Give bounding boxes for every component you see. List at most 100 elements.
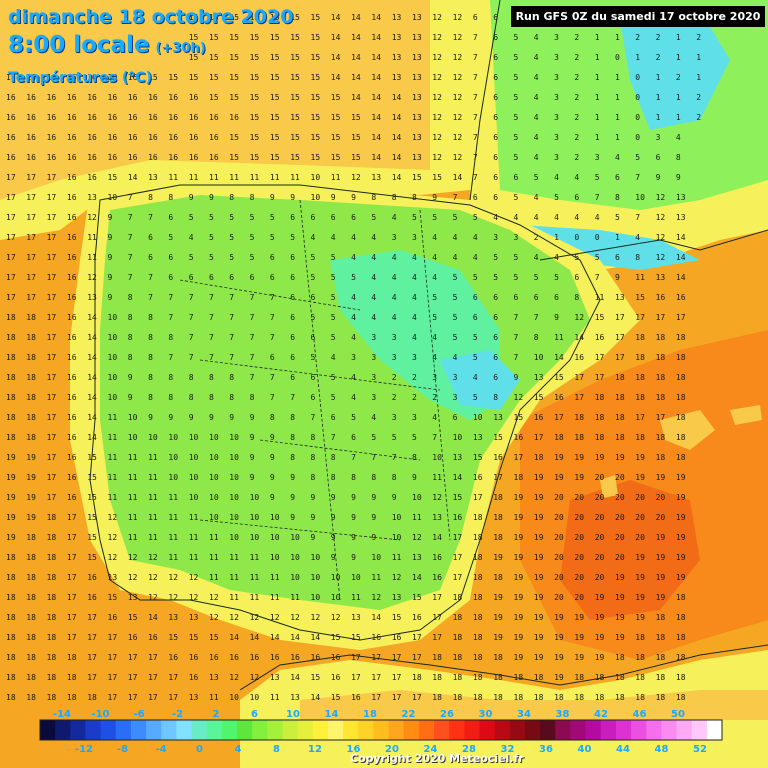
legend-swatch xyxy=(509,720,526,740)
grid-value: 4 xyxy=(554,213,559,222)
grid-value: 6 xyxy=(290,353,295,362)
grid-value: 5 xyxy=(250,233,255,242)
grid-value: 5 xyxy=(290,233,295,242)
grid-value: 3 xyxy=(351,353,356,362)
grid-value: 3 xyxy=(392,333,397,342)
grid-value: 18 xyxy=(453,613,463,622)
grid-value: 13 xyxy=(412,153,422,162)
grid-value: 13 xyxy=(432,513,442,522)
grid-value: 18 xyxy=(26,313,36,322)
grid-value: 13 xyxy=(290,693,300,702)
grid-value: 1 xyxy=(615,73,620,82)
grid-value: 6 xyxy=(473,293,478,302)
grid-value: 3 xyxy=(554,73,559,82)
grid-value: 9 xyxy=(331,493,336,502)
grid-value: 9 xyxy=(270,473,275,482)
grid-value: 14 xyxy=(371,73,381,82)
grid-value: 8 xyxy=(270,413,275,422)
grid-value: 14 xyxy=(87,393,97,402)
grid-value: 6 xyxy=(453,413,458,422)
grid-value: 8 xyxy=(493,393,498,402)
grid-value: 3 xyxy=(371,353,376,362)
grid-value: 7 xyxy=(229,353,234,362)
grid-value: 12 xyxy=(128,573,138,582)
grid-value: 10 xyxy=(108,353,118,362)
legend-swatch xyxy=(55,720,71,740)
grid-value: 15 xyxy=(351,153,361,162)
grid-value: 11 xyxy=(128,453,138,462)
grid-value: 6 xyxy=(493,33,498,42)
grid-value: 20 xyxy=(554,553,564,562)
grid-value: 10 xyxy=(351,573,361,582)
legend-label-top: -10 xyxy=(91,709,109,720)
grid-value: 18 xyxy=(87,693,97,702)
grid-value: 12 xyxy=(270,613,280,622)
grid-value: 7 xyxy=(250,353,255,362)
grid-value: 7 xyxy=(473,73,478,82)
grid-value: 4 xyxy=(371,293,376,302)
grid-value: 4 xyxy=(392,253,397,262)
grid-value: 12 xyxy=(87,213,97,222)
grid-value: 7 xyxy=(128,273,133,282)
grid-value: 12 xyxy=(168,593,178,602)
grid-value: 16 xyxy=(108,113,118,122)
grid-value: 5 xyxy=(514,273,519,282)
grid-value: 10 xyxy=(189,473,199,482)
grid-value: 5 xyxy=(311,353,316,362)
grid-value: 11 xyxy=(87,233,97,242)
grid-value: 12 xyxy=(453,13,463,22)
grid-value: 16 xyxy=(128,93,138,102)
africa-coast xyxy=(239,644,768,691)
grid-value: 18 xyxy=(473,613,483,622)
grid-value: 2 xyxy=(574,33,579,42)
grid-value: 7 xyxy=(514,313,519,322)
grid-value: 16 xyxy=(87,133,97,142)
grid-value: 7 xyxy=(128,253,133,262)
grid-value: 7 xyxy=(209,353,214,362)
grid-value: 19 xyxy=(534,473,544,482)
grid-value: 6 xyxy=(148,233,153,242)
legend-swatch xyxy=(479,720,496,740)
grid-value: 4 xyxy=(534,133,539,142)
grid-value: 10 xyxy=(229,513,239,522)
grid-value: 1 xyxy=(676,53,681,62)
grid-value: 16 xyxy=(148,93,158,102)
legend-label-bottom: 12 xyxy=(308,744,322,755)
grid-value: 10 xyxy=(331,593,341,602)
grid-value: 7 xyxy=(270,313,275,322)
legend-label-bottom: 16 xyxy=(347,744,361,755)
grid-value: 8 xyxy=(290,413,295,422)
grid-value: 10 xyxy=(635,193,645,202)
grid-value: 18 xyxy=(656,393,666,402)
grid-value: 5 xyxy=(331,313,336,322)
grid-value: 9 xyxy=(270,433,275,442)
legend-swatch xyxy=(358,720,374,740)
grid-value: 11 xyxy=(168,553,178,562)
grid-value: 16 xyxy=(412,613,422,622)
grid-value: 8 xyxy=(635,253,640,262)
grid-value: 7 xyxy=(453,193,458,202)
grid-value: 15 xyxy=(108,173,118,182)
grid-value: 14 xyxy=(371,133,381,142)
grid-value: 7 xyxy=(229,293,234,302)
grid-value: 14 xyxy=(371,33,381,42)
grid-value: 4 xyxy=(311,233,316,242)
grid-value: 4 xyxy=(453,233,458,242)
grid-value: 15 xyxy=(290,133,300,142)
grid-value: 10 xyxy=(432,453,442,462)
grid-value: 17 xyxy=(26,173,36,182)
grid-value: 7 xyxy=(189,313,194,322)
grid-value: 18 xyxy=(676,373,686,382)
grid-value: 18 xyxy=(676,633,686,642)
grid-value: 16 xyxy=(47,73,57,82)
grid-value: 4 xyxy=(412,313,417,322)
grid-value: 18 xyxy=(635,653,645,662)
grid-value: 7 xyxy=(168,353,173,362)
grid-value: 8 xyxy=(189,373,194,382)
grid-value: 12 xyxy=(250,613,260,622)
grid-value: 1 xyxy=(615,93,620,102)
grid-value: 11 xyxy=(250,553,260,562)
grid-value: 16 xyxy=(209,133,219,142)
grid-value: 19 xyxy=(534,613,544,622)
grid-value: 6 xyxy=(270,353,275,362)
